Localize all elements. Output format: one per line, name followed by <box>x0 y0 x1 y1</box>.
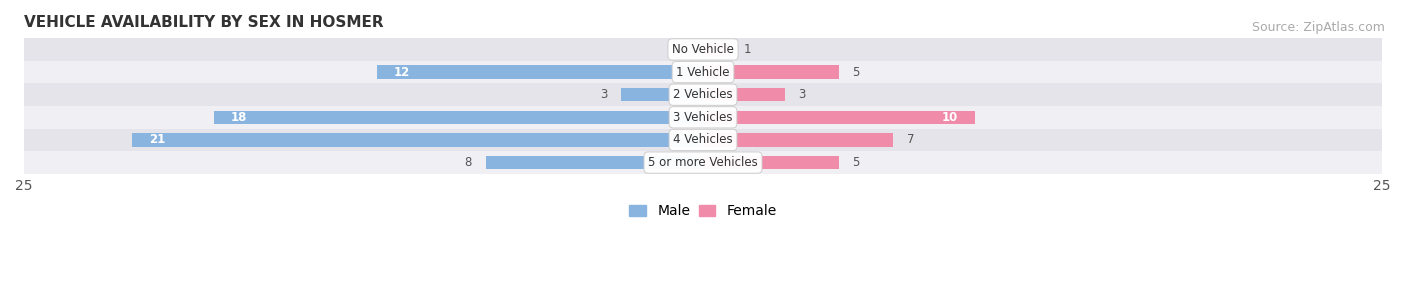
Text: 3: 3 <box>799 88 806 101</box>
Bar <box>24 38 1382 61</box>
Bar <box>621 88 703 101</box>
Text: 2 Vehicles: 2 Vehicles <box>673 88 733 101</box>
Bar <box>703 43 730 56</box>
Text: 8: 8 <box>464 156 472 169</box>
Bar <box>214 111 703 124</box>
Legend: Male, Female: Male, Female <box>624 199 782 224</box>
Text: 5: 5 <box>852 156 860 169</box>
Text: 1: 1 <box>744 43 751 56</box>
Bar <box>703 133 893 146</box>
Bar <box>24 83 1382 106</box>
Text: 3 Vehicles: 3 Vehicles <box>673 111 733 124</box>
Text: 7: 7 <box>907 134 914 146</box>
Text: 12: 12 <box>394 66 409 79</box>
Text: 1 Vehicle: 1 Vehicle <box>676 66 730 79</box>
Text: 5 or more Vehicles: 5 or more Vehicles <box>648 156 758 169</box>
Text: 0: 0 <box>685 43 692 56</box>
Bar <box>703 88 785 101</box>
Bar <box>132 133 703 146</box>
Bar <box>485 156 703 169</box>
Bar <box>24 106 1382 129</box>
Bar <box>703 66 839 79</box>
Text: VEHICLE AVAILABILITY BY SEX IN HOSMER: VEHICLE AVAILABILITY BY SEX IN HOSMER <box>24 15 384 30</box>
Text: 18: 18 <box>231 111 246 124</box>
Bar <box>24 61 1382 83</box>
Text: 5: 5 <box>852 66 860 79</box>
Bar <box>703 111 974 124</box>
Bar <box>703 156 839 169</box>
Text: Source: ZipAtlas.com: Source: ZipAtlas.com <box>1251 21 1385 34</box>
Text: 4 Vehicles: 4 Vehicles <box>673 134 733 146</box>
Text: 10: 10 <box>942 111 959 124</box>
Text: 3: 3 <box>600 88 607 101</box>
Bar <box>24 151 1382 174</box>
Bar <box>377 66 703 79</box>
Text: 21: 21 <box>149 134 165 146</box>
Bar <box>24 129 1382 151</box>
Text: No Vehicle: No Vehicle <box>672 43 734 56</box>
